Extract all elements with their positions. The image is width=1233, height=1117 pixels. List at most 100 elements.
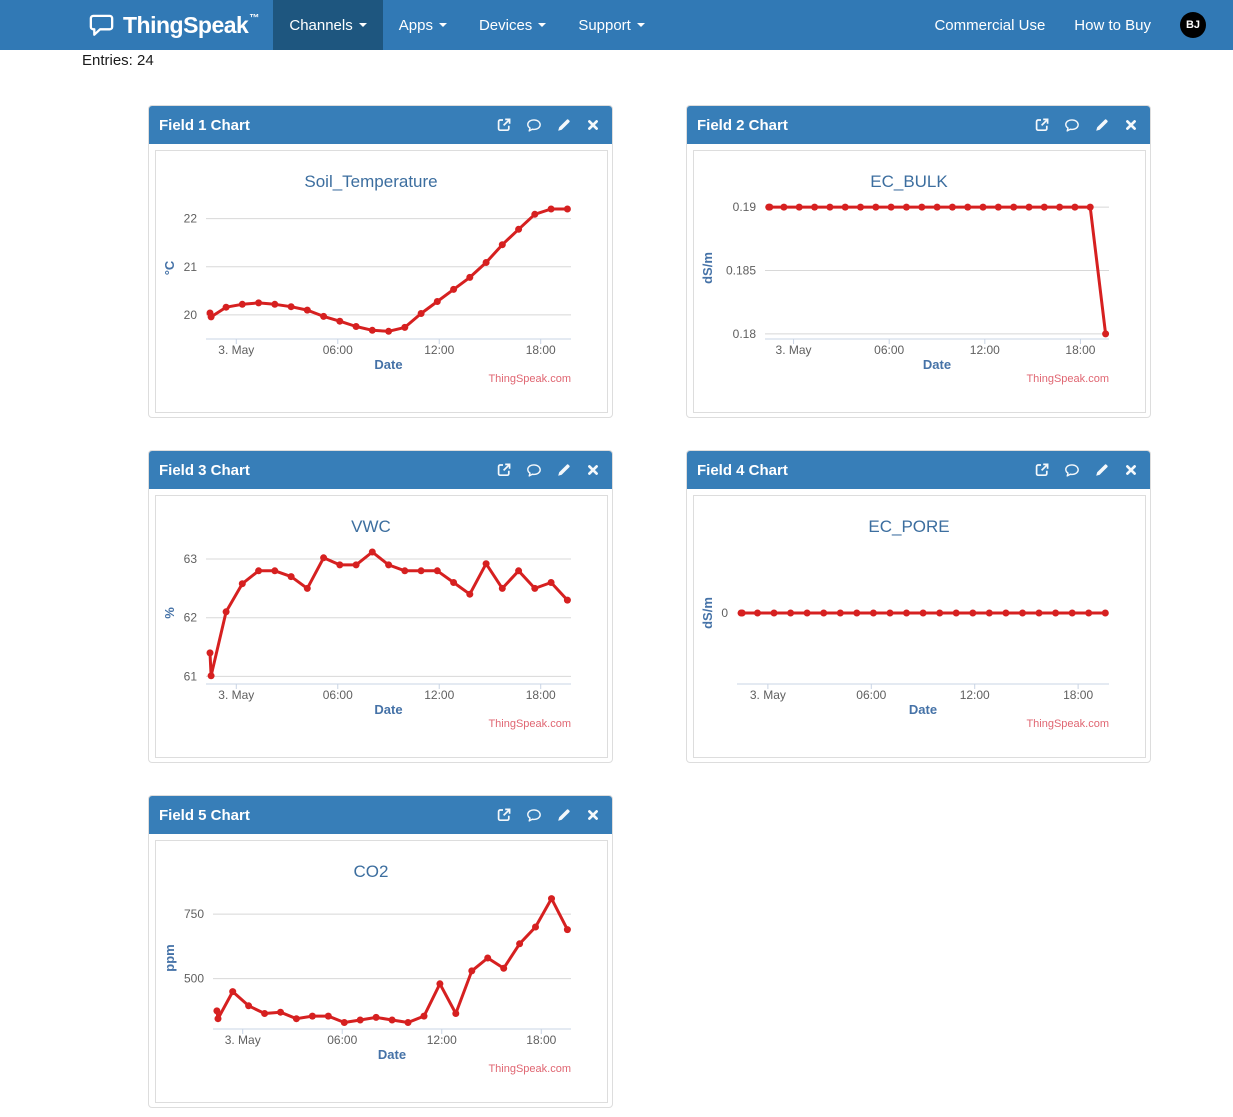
- x-tick-label: 12:00: [960, 688, 990, 702]
- data-point: [516, 940, 524, 948]
- data-point: [770, 609, 778, 617]
- y-tick-label: 61: [184, 669, 198, 683]
- nav-item-channels[interactable]: Channels: [273, 0, 383, 50]
- data-point: [213, 1007, 221, 1015]
- panel-header-icons: [1034, 462, 1138, 478]
- data-point: [433, 567, 441, 575]
- edit-icon[interactable]: [1094, 462, 1110, 478]
- navbar: ThingSpeak ™ Channels Apps Devices Support …: [0, 0, 1233, 50]
- chart: Soil_Temperature 20 21 22 3. May 06:00 12:00 18…: [162, 172, 571, 385]
- chart-panel-field-3: Field 3 Chart: [148, 450, 613, 763]
- comment-icon[interactable]: [526, 462, 542, 478]
- chart-panel-field-4: Field 4 Chart: [686, 450, 1151, 763]
- close-icon[interactable]: [1124, 118, 1138, 132]
- data-point: [245, 1002, 253, 1010]
- y-tick-label: 0.185: [726, 264, 756, 278]
- panel-header: Field 2 Chart: [687, 106, 1150, 144]
- nav-right: Commercial Use How to Buy BJ: [934, 0, 1233, 50]
- data-point: [287, 573, 295, 581]
- external-link-icon[interactable]: [496, 807, 512, 823]
- external-link-icon[interactable]: [496, 117, 512, 133]
- x-tick-label: 12:00: [427, 1033, 457, 1047]
- comment-icon[interactable]: [526, 117, 542, 133]
- y-axis-title: °C: [162, 260, 177, 275]
- x-axis-title: Date: [923, 357, 951, 372]
- x-tick-label: 06:00: [856, 688, 886, 702]
- chart-panel-field-1: Field 1 Chart: [148, 105, 613, 418]
- data-point: [531, 584, 539, 592]
- data-point: [308, 1012, 316, 1020]
- nav-item-devices[interactable]: Devices: [463, 0, 562, 50]
- data-point: [320, 554, 328, 562]
- data-point: [352, 561, 360, 569]
- data-point: [754, 609, 761, 617]
- data-point: [738, 609, 746, 617]
- brand-link[interactable]: ThingSpeak ™: [88, 0, 259, 50]
- data-point: [869, 609, 877, 617]
- nav-item-support[interactable]: Support: [562, 0, 661, 50]
- edit-icon[interactable]: [1094, 117, 1110, 133]
- data-point: [320, 312, 328, 320]
- data-point: [482, 560, 490, 568]
- edit-icon[interactable]: [556, 462, 572, 478]
- data-point: [1002, 609, 1010, 617]
- data-point: [498, 241, 506, 249]
- external-link-icon[interactable]: [1034, 117, 1050, 133]
- close-icon[interactable]: [586, 463, 600, 477]
- data-point: [532, 923, 539, 931]
- chart-title: Soil_Temperature: [304, 172, 437, 191]
- data-point: [292, 1015, 300, 1023]
- x-tick-label: 18:00: [526, 343, 556, 357]
- y-tick-label: 0.18: [733, 327, 757, 341]
- data-point: [1102, 330, 1110, 338]
- data-point: [466, 590, 474, 598]
- data-point: [238, 300, 246, 308]
- chart-title: EC_PORE: [868, 517, 949, 536]
- edit-icon[interactable]: [556, 807, 572, 823]
- close-icon[interactable]: [586, 118, 600, 132]
- data-point: [918, 203, 926, 211]
- edit-icon[interactable]: [556, 117, 572, 133]
- y-tick-label: 22: [184, 212, 198, 226]
- close-icon[interactable]: [586, 808, 600, 822]
- brand-text: ThingSpeak: [123, 11, 249, 38]
- y-tick-label: 20: [184, 308, 198, 322]
- nav-item-how-to-buy[interactable]: How to Buy: [1074, 16, 1151, 34]
- data-point: [401, 323, 409, 331]
- x-axis-title: Date: [378, 1047, 406, 1062]
- avatar[interactable]: BJ: [1180, 12, 1206, 38]
- data-point: [255, 299, 263, 307]
- y-tick-label: 21: [184, 260, 198, 274]
- external-link-icon[interactable]: [1034, 462, 1050, 478]
- entries-count: Entries: 24: [82, 52, 154, 69]
- panel-title: Field 1 Chart: [159, 116, 250, 134]
- data-point: [433, 298, 441, 305]
- data-points: [737, 609, 1109, 617]
- comment-icon[interactable]: [1064, 462, 1080, 478]
- credits: ThingSpeak.com: [488, 1063, 571, 1075]
- comment-icon[interactable]: [526, 807, 542, 823]
- external-link-icon[interactable]: [496, 462, 512, 478]
- nav-item-label: Apps: [398, 16, 433, 34]
- nav-item-label: Devices: [478, 16, 533, 34]
- data-point: [826, 203, 834, 211]
- y-axis-title: ppm: [162, 944, 177, 971]
- nav-item-apps[interactable]: Apps: [383, 0, 463, 50]
- data-point: [500, 964, 508, 972]
- panel-header: Field 3 Chart: [149, 451, 612, 489]
- data-point: [404, 1019, 412, 1026]
- x-tick-label: 12:00: [424, 688, 454, 702]
- data-point: [1071, 203, 1079, 211]
- nav-item-commercial-use[interactable]: Commercial Use: [934, 16, 1046, 34]
- y-tick-label: 63: [184, 552, 198, 566]
- data-point: [795, 203, 803, 211]
- data-point: [1056, 203, 1064, 211]
- close-icon[interactable]: [1124, 463, 1138, 477]
- chart-frame: EC_PORE 0 3. May 06:00 12:00 18:00 dS/m Date Thi…: [693, 495, 1146, 758]
- data-point: [836, 609, 844, 617]
- x-tick-label: 18:00: [526, 1033, 556, 1047]
- comment-icon[interactable]: [1064, 117, 1080, 133]
- panel-title: Field 4 Chart: [697, 461, 788, 479]
- data-point: [979, 203, 987, 211]
